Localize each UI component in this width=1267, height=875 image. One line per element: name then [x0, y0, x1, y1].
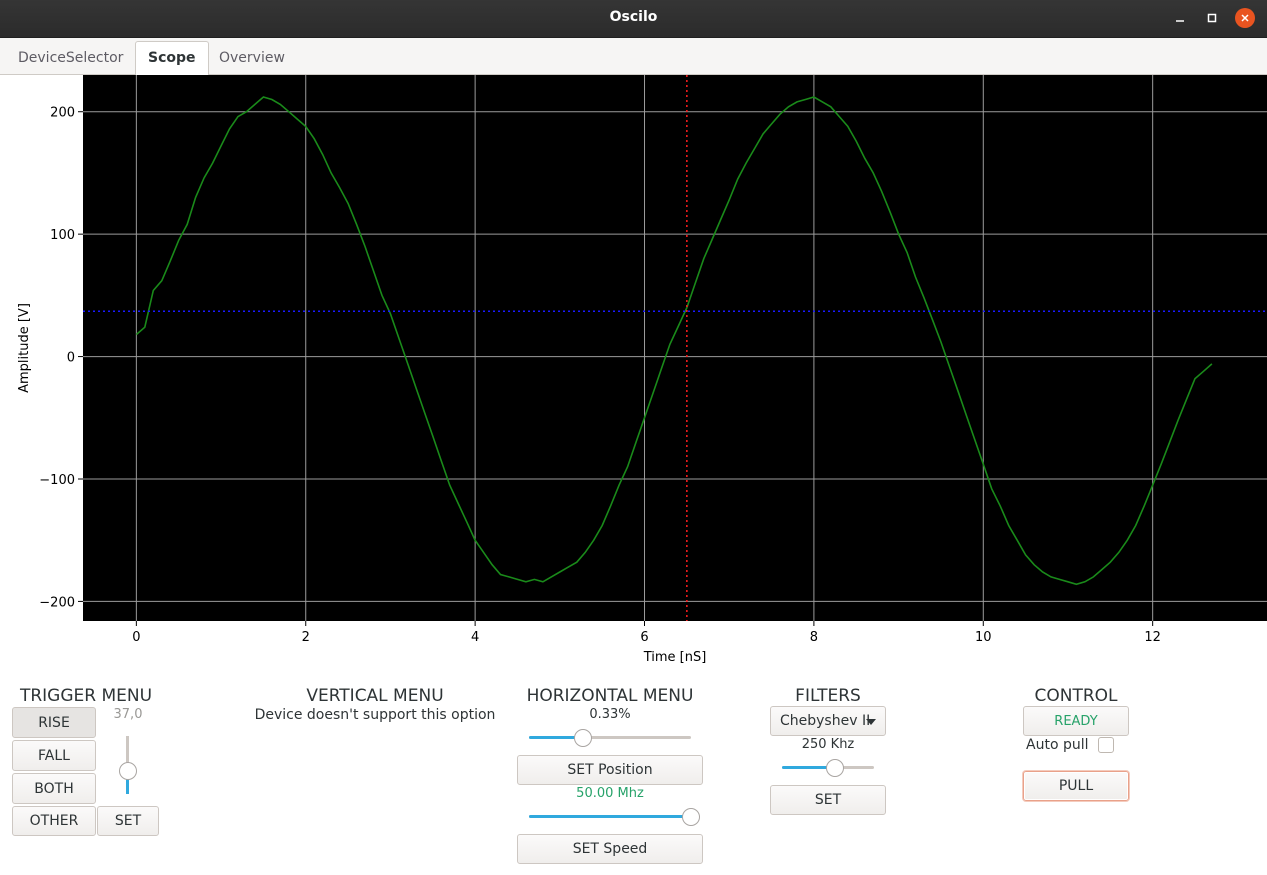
y-tick-label: −100	[39, 473, 75, 488]
window-title: Oscilo	[609, 9, 658, 25]
filter-cutoff-slider[interactable]	[782, 758, 874, 778]
slider-track	[529, 736, 691, 739]
slider-fill	[782, 766, 835, 769]
filter-cutoff-value: 250 Khz	[801, 737, 855, 752]
status-ready-button[interactable]: READY	[1023, 706, 1129, 736]
trigger-menu-title: TRIGGER MENU	[19, 686, 153, 706]
signal-line	[135, 96, 1213, 586]
x-axis-label: Time [nS]	[643, 650, 707, 665]
x-tick-label: 6	[640, 630, 648, 645]
slider-knob[interactable]	[826, 759, 844, 777]
y-tick-label: 100	[50, 228, 75, 243]
axis-ticks: 0 2 4 6 8 10 12 −200 −100 0 100 200	[39, 106, 1161, 645]
tab-device-selector[interactable]: DeviceSelector	[18, 50, 124, 66]
chevron-down-icon	[866, 719, 876, 725]
tab-bar: DeviceSelector Scope Overview	[0, 38, 1267, 75]
y-tick-label: 200	[50, 106, 75, 121]
slider-knob[interactable]	[682, 808, 700, 826]
x-tick-label: 10	[975, 630, 992, 645]
trigger-level-slider[interactable]	[118, 736, 138, 794]
trigger-other-button[interactable]: OTHER	[12, 806, 96, 836]
x-tick-label: 8	[810, 630, 818, 645]
tab-overview[interactable]: Overview	[219, 50, 285, 66]
x-tick-label: 12	[1144, 630, 1161, 645]
set-position-button[interactable]: SET Position	[517, 755, 703, 785]
slider-fill	[126, 771, 129, 794]
slider-knob[interactable]	[119, 762, 137, 780]
vertical-menu-title: VERTICAL MENU	[306, 686, 444, 706]
plot-area	[83, 75, 1267, 621]
set-speed-button[interactable]: SET Speed	[517, 834, 703, 864]
horizontal-speed-slider[interactable]	[529, 807, 700, 827]
x-tick-label: 2	[302, 630, 310, 645]
slider-fill	[529, 815, 691, 818]
vertical-menu-message: Device doesn't support this option	[254, 707, 496, 723]
trigger-set-button[interactable]: SET	[97, 806, 159, 836]
grid	[83, 75, 1267, 621]
trigger-fall-button[interactable]: FALL	[12, 740, 96, 771]
horizontal-position-value: 0.33%	[589, 707, 631, 722]
horizontal-menu-title: HORIZONTAL MENU	[526, 686, 694, 706]
control-title: CONTROL	[1034, 686, 1118, 706]
auto-pull-label: Auto pull	[1026, 737, 1089, 753]
trigger-both-button[interactable]: BOTH	[12, 773, 96, 804]
filter-type-value: Chebyshev II	[780, 713, 871, 729]
horizontal-speed-value: 50.00 Mhz	[576, 786, 644, 801]
trigger-rise-button[interactable]: RISE	[12, 707, 96, 738]
y-tick-label: −200	[39, 595, 75, 610]
trigger-level-value: 37,0	[113, 707, 143, 722]
pull-button[interactable]: PULL	[1023, 771, 1129, 801]
maximize-icon[interactable]	[1202, 8, 1222, 28]
slider-fill	[529, 736, 583, 739]
slider-knob[interactable]	[574, 729, 592, 747]
horizontal-position-slider[interactable]	[529, 728, 691, 748]
trigger-markers	[83, 75, 1267, 621]
minimize-icon[interactable]	[1170, 8, 1190, 28]
x-tick-label: 0	[132, 630, 140, 645]
title-bar: Oscilo	[0, 0, 1267, 38]
x-tick-label: 4	[471, 630, 479, 645]
auto-pull-checkbox[interactable]	[1098, 737, 1114, 753]
series-group	[135, 96, 1213, 586]
close-icon[interactable]	[1235, 8, 1255, 28]
y-axis-label: Amplitude [V]	[17, 303, 32, 393]
filter-set-button[interactable]: SET	[770, 785, 886, 815]
filters-title: FILTERS	[795, 686, 861, 706]
filter-type-dropdown[interactable]: Chebyshev II	[770, 706, 886, 736]
y-tick-label: 0	[67, 351, 75, 366]
tab-scope[interactable]: Scope	[135, 41, 209, 75]
scope-chart: 0 2 4 6 8 10 12 −200 −100 0 100 200 Time [nS] Ampli…	[17, 75, 1267, 665]
